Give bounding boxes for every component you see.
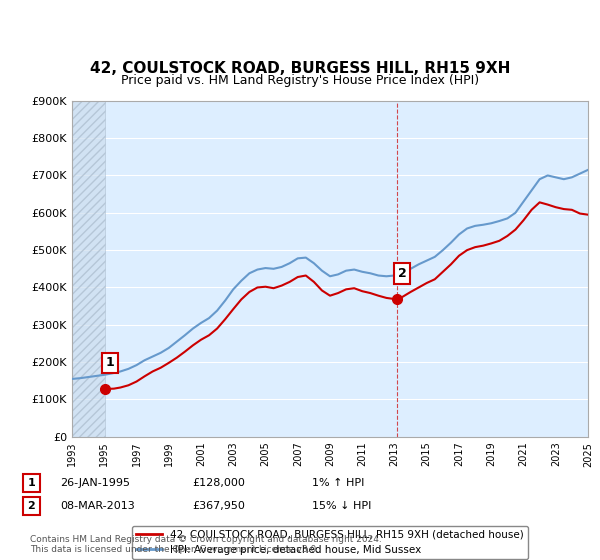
Text: 26-JAN-1995: 26-JAN-1995: [60, 478, 130, 488]
Text: 1% ↑ HPI: 1% ↑ HPI: [312, 478, 364, 488]
Text: Price paid vs. HM Land Registry's House Price Index (HPI): Price paid vs. HM Land Registry's House …: [121, 74, 479, 87]
Text: £367,950: £367,950: [192, 501, 245, 511]
Text: £128,000: £128,000: [192, 478, 245, 488]
Text: 1: 1: [28, 478, 35, 488]
Text: 42, COULSTOCK ROAD, BURGESS HILL, RH15 9XH: 42, COULSTOCK ROAD, BURGESS HILL, RH15 9…: [90, 60, 510, 76]
Text: 15% ↓ HPI: 15% ↓ HPI: [312, 501, 371, 511]
Text: Contains HM Land Registry data © Crown copyright and database right 2024.
This d: Contains HM Land Registry data © Crown c…: [30, 535, 382, 554]
Text: 08-MAR-2013: 08-MAR-2013: [60, 501, 135, 511]
Bar: [72, 101, 106, 437]
Text: 1: 1: [106, 356, 115, 370]
Text: 2: 2: [398, 267, 407, 280]
Text: 2: 2: [28, 501, 35, 511]
Legend: 42, COULSTOCK ROAD, BURGESS HILL, RH15 9XH (detached house), HPI: Average price,: 42, COULSTOCK ROAD, BURGESS HILL, RH15 9…: [132, 526, 528, 559]
